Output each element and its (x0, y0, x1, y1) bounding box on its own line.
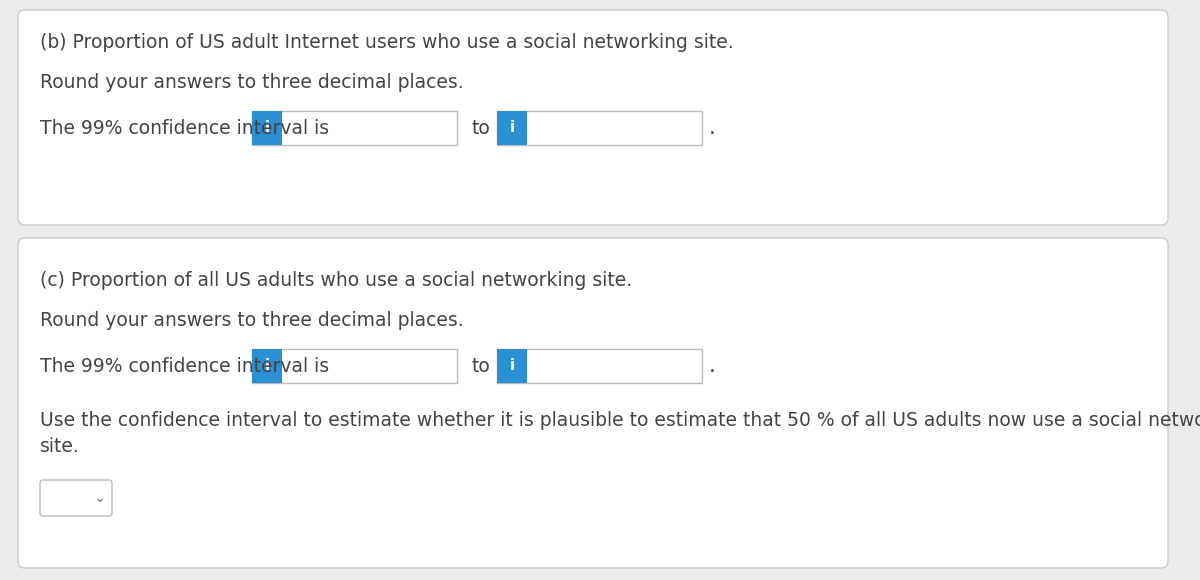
Text: Round your answers to three decimal places.: Round your answers to three decimal plac… (40, 310, 463, 329)
Bar (252, 349, 457, 383)
FancyBboxPatch shape (18, 238, 1168, 568)
FancyBboxPatch shape (40, 480, 112, 516)
Text: Round your answers to three decimal places.: Round your answers to three decimal plac… (40, 72, 463, 92)
Text: i: i (510, 121, 515, 136)
Bar (252, 349, 282, 383)
Bar (252, 111, 282, 145)
Text: site.: site. (40, 437, 79, 456)
Text: The 99% confidence interval is: The 99% confidence interval is (40, 118, 329, 137)
Text: ⌄: ⌄ (95, 491, 106, 505)
Text: Use the confidence interval to estimate whether it is plausible to estimate that: Use the confidence interval to estimate … (40, 411, 1200, 430)
Text: (c) Proportion of all US adults who use a social networking site.: (c) Proportion of all US adults who use … (40, 270, 632, 289)
Text: .: . (709, 356, 716, 376)
Text: i: i (510, 358, 515, 374)
Text: to: to (470, 357, 490, 375)
Text: The 99% confidence interval is: The 99% confidence interval is (40, 357, 329, 375)
Bar (497, 349, 702, 383)
Bar (252, 111, 457, 145)
Text: .: . (709, 118, 716, 138)
FancyBboxPatch shape (18, 10, 1168, 225)
Bar (497, 111, 527, 145)
Text: (b) Proportion of US adult Internet users who use a social networking site.: (b) Proportion of US adult Internet user… (40, 32, 733, 52)
Bar (497, 349, 527, 383)
Bar (497, 111, 702, 145)
Text: to: to (470, 118, 490, 137)
Text: i: i (264, 358, 270, 374)
Text: i: i (264, 121, 270, 136)
